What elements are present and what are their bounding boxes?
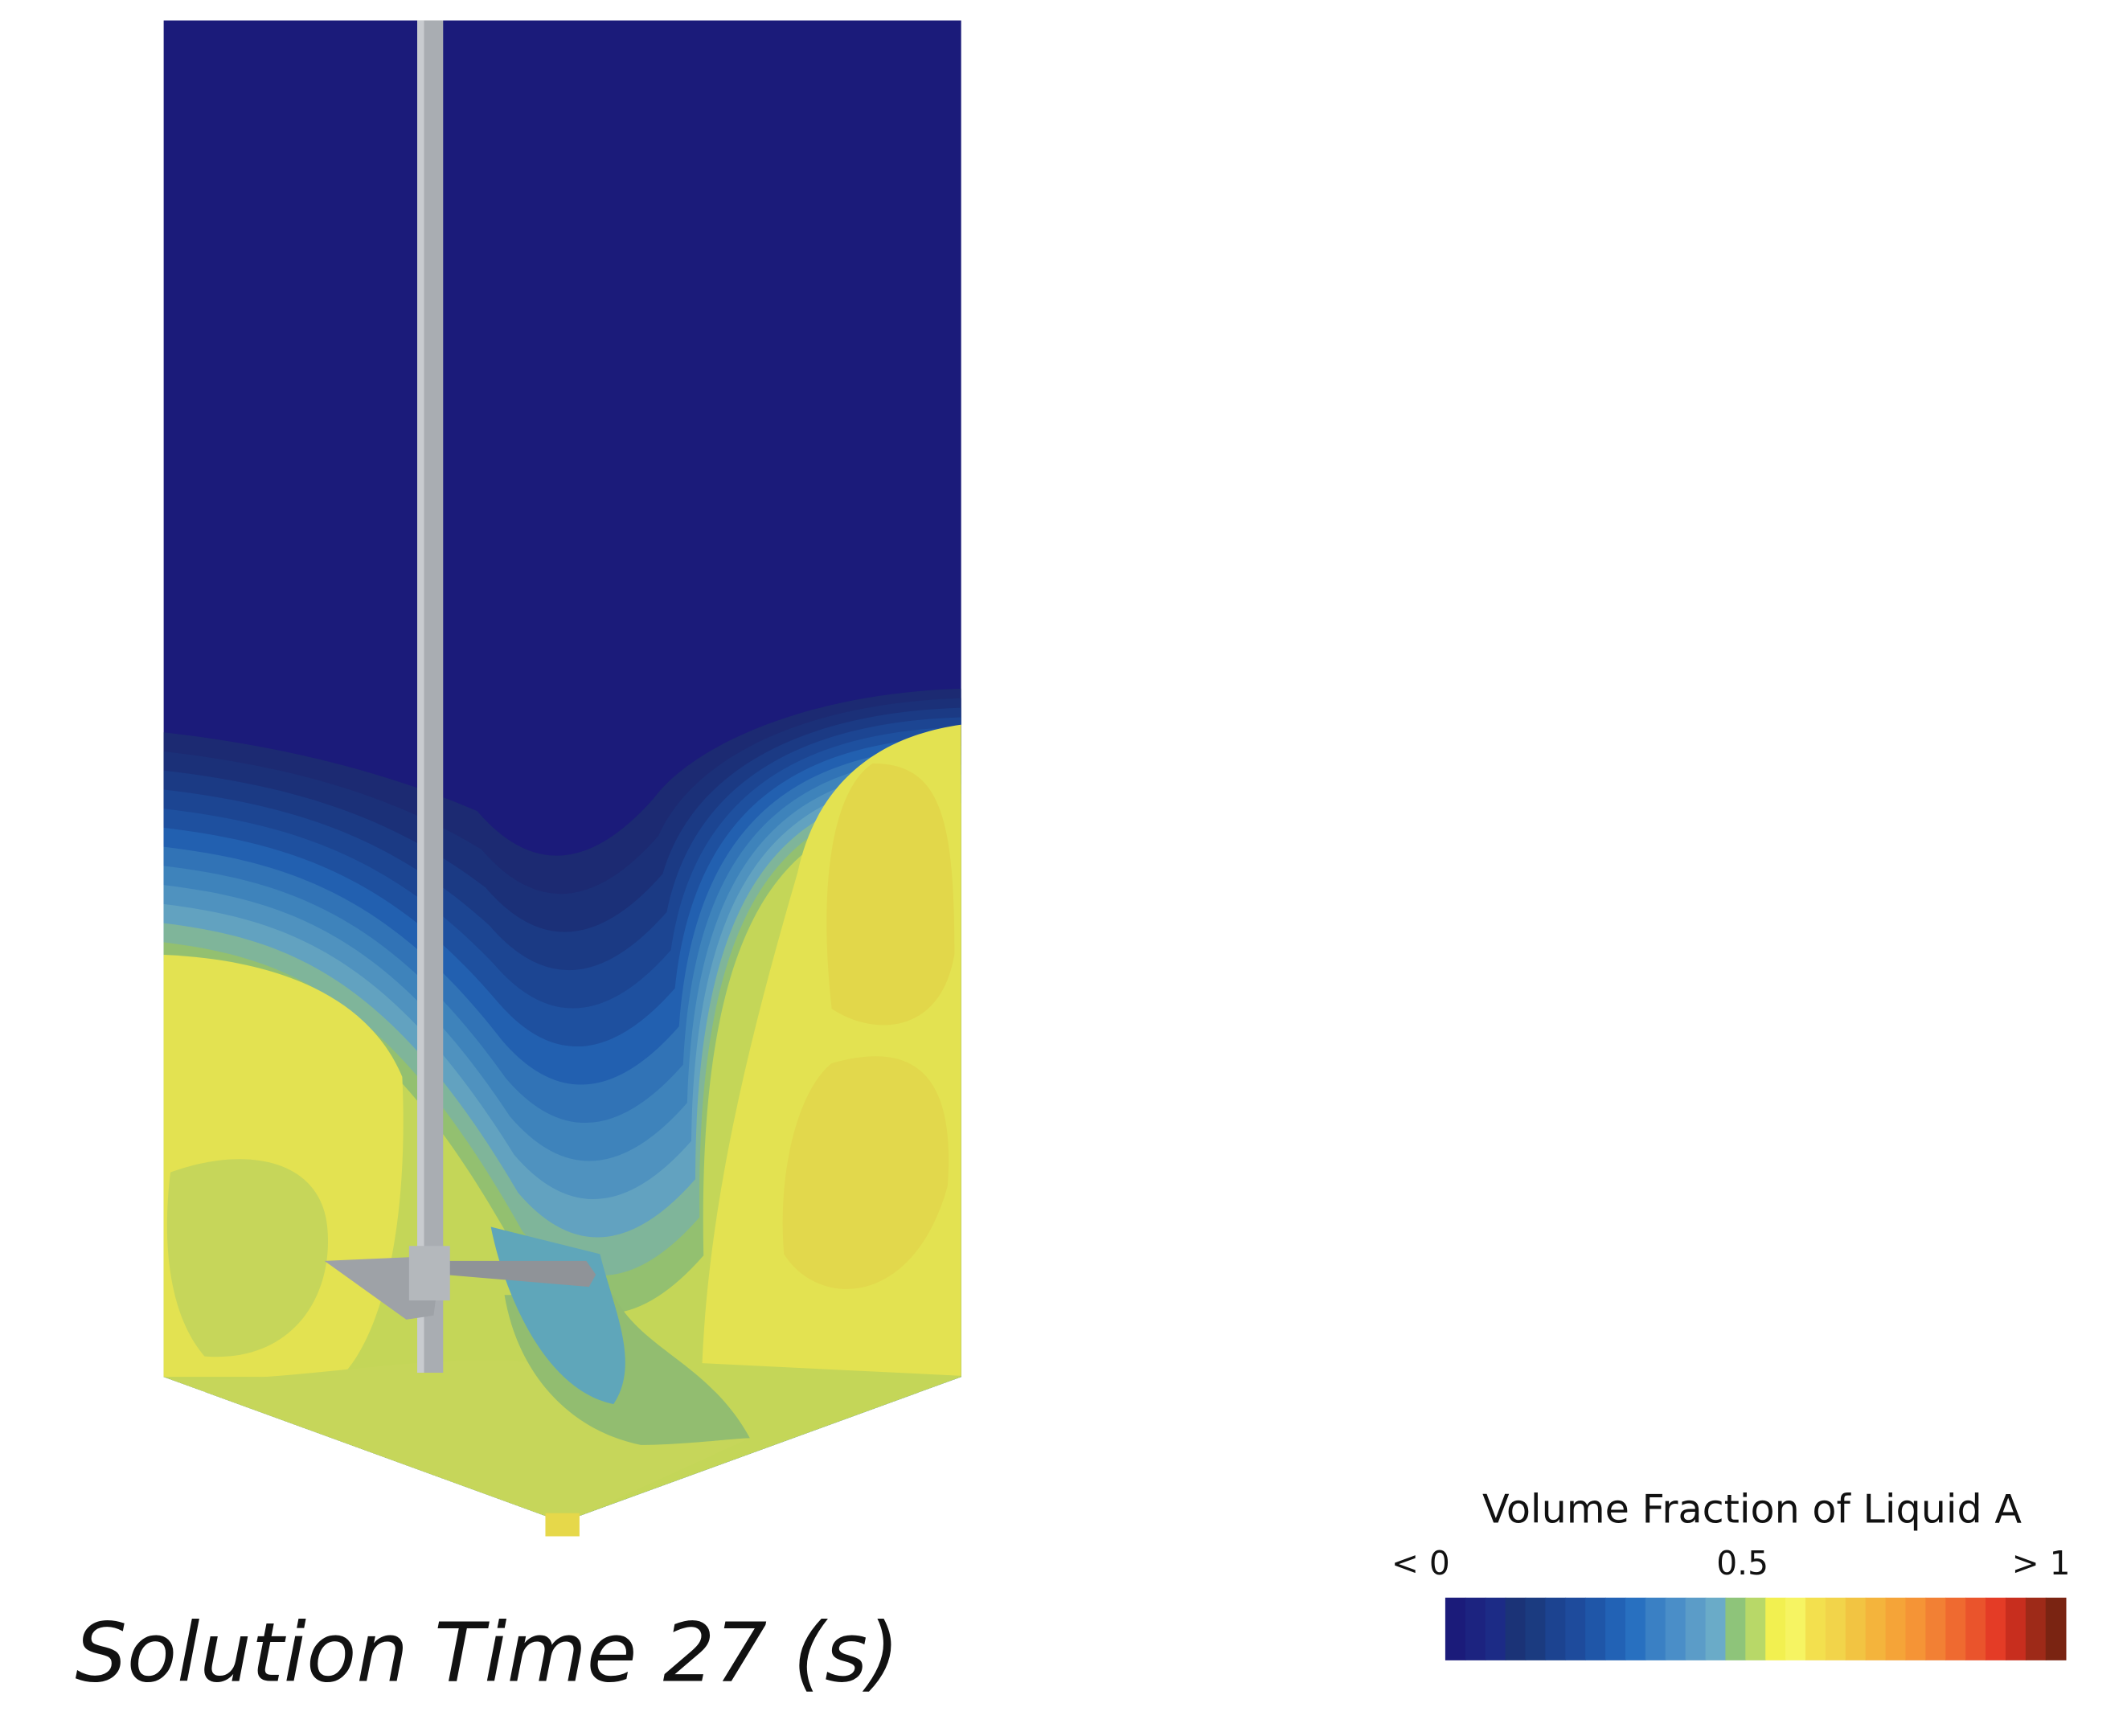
legend-label: 0.5 (1716, 1544, 1768, 1582)
color-step (1525, 1597, 1547, 1660)
caption: Solution Time 27 (s) (75, 1605, 900, 1700)
color-step (1625, 1597, 1646, 1660)
color-step (1565, 1597, 1587, 1660)
color-step (1445, 1597, 1466, 1660)
color-step (1905, 1597, 1927, 1660)
color-step (1785, 1597, 1806, 1660)
color-step (1465, 1597, 1486, 1660)
legend-title: Volume Fraction of Liquid A (1482, 1486, 2022, 1533)
color-step (1605, 1597, 1626, 1660)
color-step (1505, 1597, 1527, 1660)
color-step (1725, 1597, 1747, 1660)
color-step (2025, 1597, 2047, 1660)
color-step (1685, 1597, 1707, 1660)
color-step (1925, 1597, 1947, 1660)
contour-field (163, 20, 961, 1517)
legend-label: > 1 (2012, 1544, 2071, 1582)
color-step (1965, 1597, 1986, 1660)
legend-label: < 0 (1391, 1544, 1450, 1582)
region-gold (782, 1056, 949, 1289)
color-bar (1445, 1597, 2067, 1660)
color-step (2005, 1597, 2027, 1660)
color-step (2045, 1597, 2067, 1660)
color-step (1485, 1597, 1506, 1660)
hub (408, 1246, 450, 1301)
color-step (1545, 1597, 1567, 1660)
color-step (1745, 1597, 1767, 1660)
color-step (1885, 1597, 1907, 1660)
color-step (1986, 1597, 2006, 1660)
color-step (1845, 1597, 1867, 1660)
color-step (1665, 1597, 1686, 1660)
color-step (1705, 1597, 1727, 1660)
impeller (324, 20, 596, 1373)
color-step (1865, 1597, 1887, 1660)
color-step (1645, 1597, 1666, 1660)
region-green (166, 1159, 329, 1357)
outlet (545, 1513, 580, 1537)
region-gold (826, 763, 955, 1026)
color-step (1825, 1597, 1846, 1660)
color-step (1945, 1597, 1967, 1660)
color-step (1585, 1597, 1606, 1660)
shaft-highlight (417, 20, 424, 1373)
color-step (1765, 1597, 1786, 1660)
blade-right (443, 1260, 596, 1288)
color-step (1805, 1597, 1826, 1660)
